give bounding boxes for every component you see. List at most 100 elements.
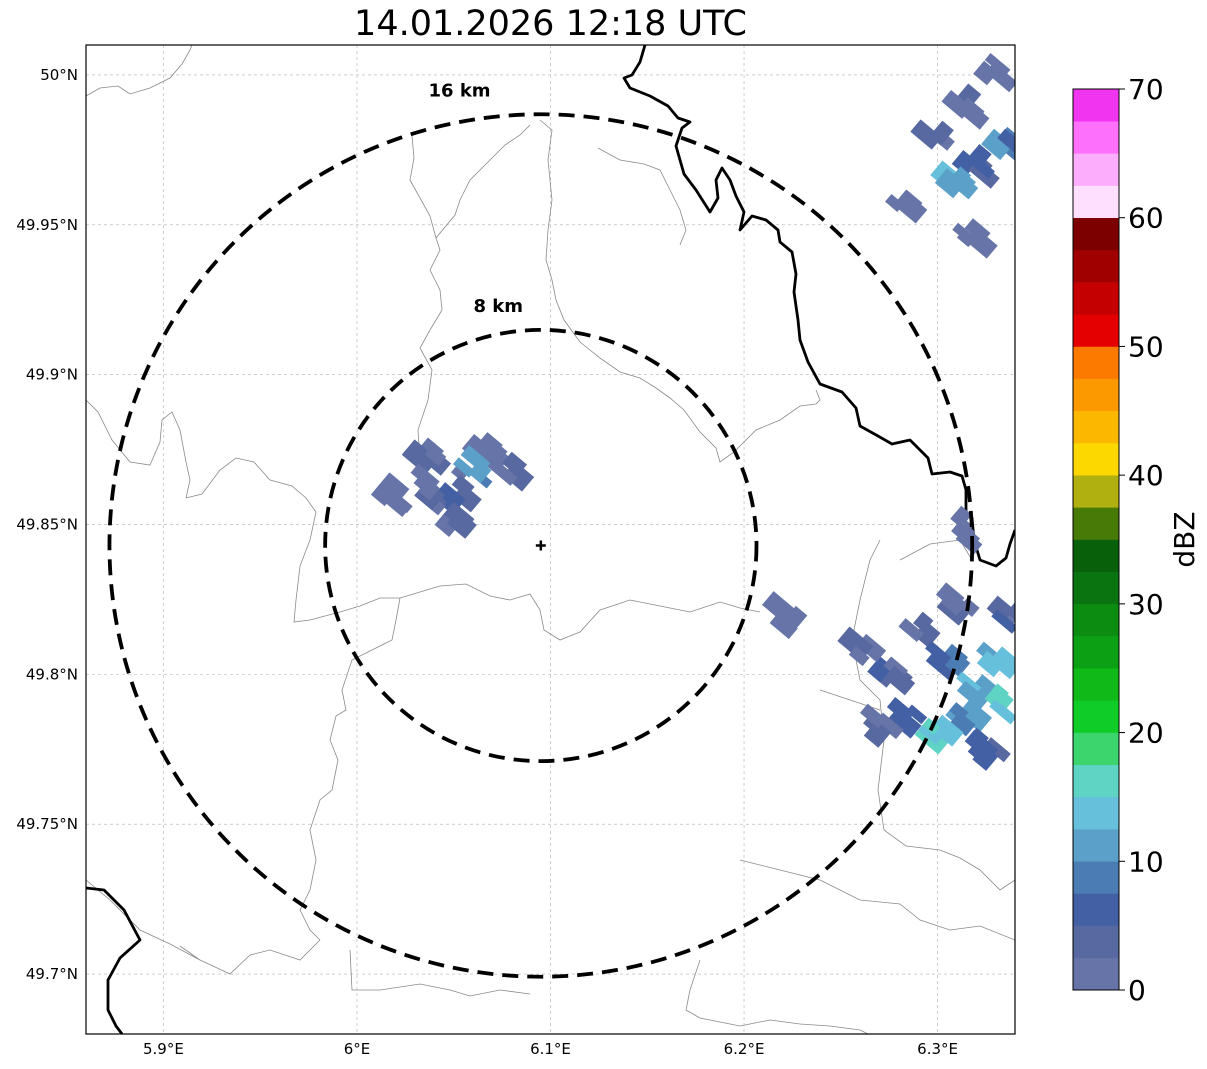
range-rings: 8 km 16 km [107, 80, 975, 979]
radar-echo-cell [981, 126, 1015, 162]
radar-echo-cell [434, 501, 477, 539]
colorbar-segment [1073, 121, 1119, 154]
radar-echo-cell [762, 591, 808, 640]
colorbar-tick-label: 50 [1128, 330, 1164, 363]
radar-echo-cell [370, 472, 413, 518]
longitude-tick-label: 6°E [344, 1040, 371, 1058]
latitude-labels: 50°N 49.95°N 49.9°N 49.85°N 49.8°N 49.75°N 49.… [16, 66, 78, 983]
colorbar-segment [1073, 153, 1119, 186]
municipal-boundary [597, 147, 687, 246]
colorbar-segment [1073, 475, 1119, 508]
range-ring-label: 8 km [473, 296, 523, 317]
longitude-tick-label: 6.3°E [917, 1040, 958, 1058]
municipal-boundary [899, 539, 973, 561]
latitude-tick-label: 49.95°N [16, 216, 78, 234]
map-gridlines [86, 45, 1015, 1034]
radar-echo-cell [859, 703, 904, 748]
radar-echo-cell [964, 727, 1011, 771]
colorbar-segment [1073, 668, 1119, 701]
colorbar-segment [1073, 861, 1119, 894]
municipal-boundary [86, 879, 321, 975]
colorbar: 0 10 20 30 40 50 60 70 dBZ [1072, 73, 1201, 1007]
colorbar-segment [1073, 378, 1119, 412]
radar-echo-cell [950, 505, 983, 555]
colorbar-segment [1073, 796, 1119, 830]
radar-echo-cell [941, 83, 990, 130]
longitude-tick-label: 6.1°E [530, 1040, 571, 1058]
range-ring [323, 327, 759, 764]
map-frame [85, 44, 1016, 1035]
longitude-tick-label: 6.2°E [724, 1040, 765, 1058]
colorbar-segment [1073, 410, 1119, 444]
radar-echo-cell [487, 451, 535, 492]
latitude-tick-label: 49.75°N [16, 815, 78, 833]
radar-echo-cell [885, 189, 928, 224]
radar-echo-cell [452, 444, 493, 489]
colorbar-tick-label: 70 [1128, 73, 1164, 106]
latitude-tick-label: 49.85°N [16, 516, 78, 534]
radar-echo-cell [410, 463, 446, 516]
colorbar-segment [1073, 764, 1119, 798]
radar-site-marker [535, 540, 546, 551]
colorbar-segment [1073, 732, 1119, 766]
colorbar-segment [1073, 185, 1119, 219]
colorbar-segment [1073, 89, 1119, 122]
radar-echo-cell [401, 437, 452, 476]
colorbar-tick-label: 20 [1128, 717, 1164, 750]
radar-echo-cell [837, 626, 887, 667]
radar-echo-cell [984, 683, 1015, 725]
colorbar-segment [1073, 507, 1119, 540]
colorbar-segment [1073, 571, 1119, 605]
radar-echo-cell [973, 53, 1015, 93]
radar-echo-cell [910, 119, 955, 151]
colorbar-label: dBZ [1168, 511, 1201, 567]
radar-echo-cell [930, 160, 979, 200]
radar-echo-cell [925, 640, 971, 681]
range-ring-label: 16 km [429, 80, 491, 101]
colorbar-segment [1073, 217, 1119, 251]
radar-echo-cell [951, 144, 1000, 189]
longitude-labels: 5.9°E 6°E 6.1°E 6.2°E 6.3°E [143, 1040, 958, 1058]
municipal-boundary [179, 945, 201, 961]
radar-echo-cell [886, 697, 928, 739]
national-border [622, 45, 1015, 568]
municipal-boundary [851, 539, 1015, 891]
latitude-tick-label: 49.8°N [26, 665, 78, 683]
latitude-tick-label: 50°N [40, 66, 78, 84]
latitude-tick-label: 49.9°N [26, 366, 78, 384]
municipal-boundary [539, 119, 821, 463]
municipal-boundary [349, 949, 531, 997]
colorbar-segment [1073, 829, 1119, 862]
colorbar-segment [1073, 925, 1119, 959]
radar-echo-cell [976, 641, 1015, 680]
national-border [86, 886, 142, 1034]
radar-echo-cell [450, 465, 482, 513]
radar-echo-cell [986, 595, 1015, 634]
colorbar-tick-label: 10 [1128, 845, 1164, 878]
map-title: 14.01.2026 12:18 UTC [354, 4, 747, 44]
municipal-boundary [417, 124, 531, 461]
municipal-boundary [739, 859, 1015, 941]
colorbar-segment [1073, 314, 1119, 347]
municipal-boundary [685, 959, 869, 1034]
colorbar-tick-label: 0 [1128, 974, 1146, 1007]
colorbar-segment [1073, 539, 1119, 572]
colorbar-segment [1073, 893, 1119, 926]
municipal-boundary [86, 45, 193, 97]
colorbar-segment [1073, 636, 1119, 669]
municipal-boundary [299, 597, 401, 941]
boundaries [86, 45, 1015, 1034]
longitude-tick-label: 5.9°E [143, 1040, 184, 1058]
colorbar-segment [1073, 442, 1119, 476]
radar-echo-cell [952, 218, 998, 259]
range-ring [107, 112, 975, 979]
radar-echo-cell [945, 699, 993, 737]
colorbar-segment [1073, 282, 1119, 315]
colorbar-segment [1073, 700, 1119, 733]
colorbar-segment [1073, 249, 1119, 283]
latitude-tick-label: 49.7°N [26, 965, 78, 983]
colorbar-tick-label: 30 [1128, 588, 1164, 621]
colorbar-segment [1073, 957, 1119, 991]
radar-echo-cell [867, 656, 916, 696]
